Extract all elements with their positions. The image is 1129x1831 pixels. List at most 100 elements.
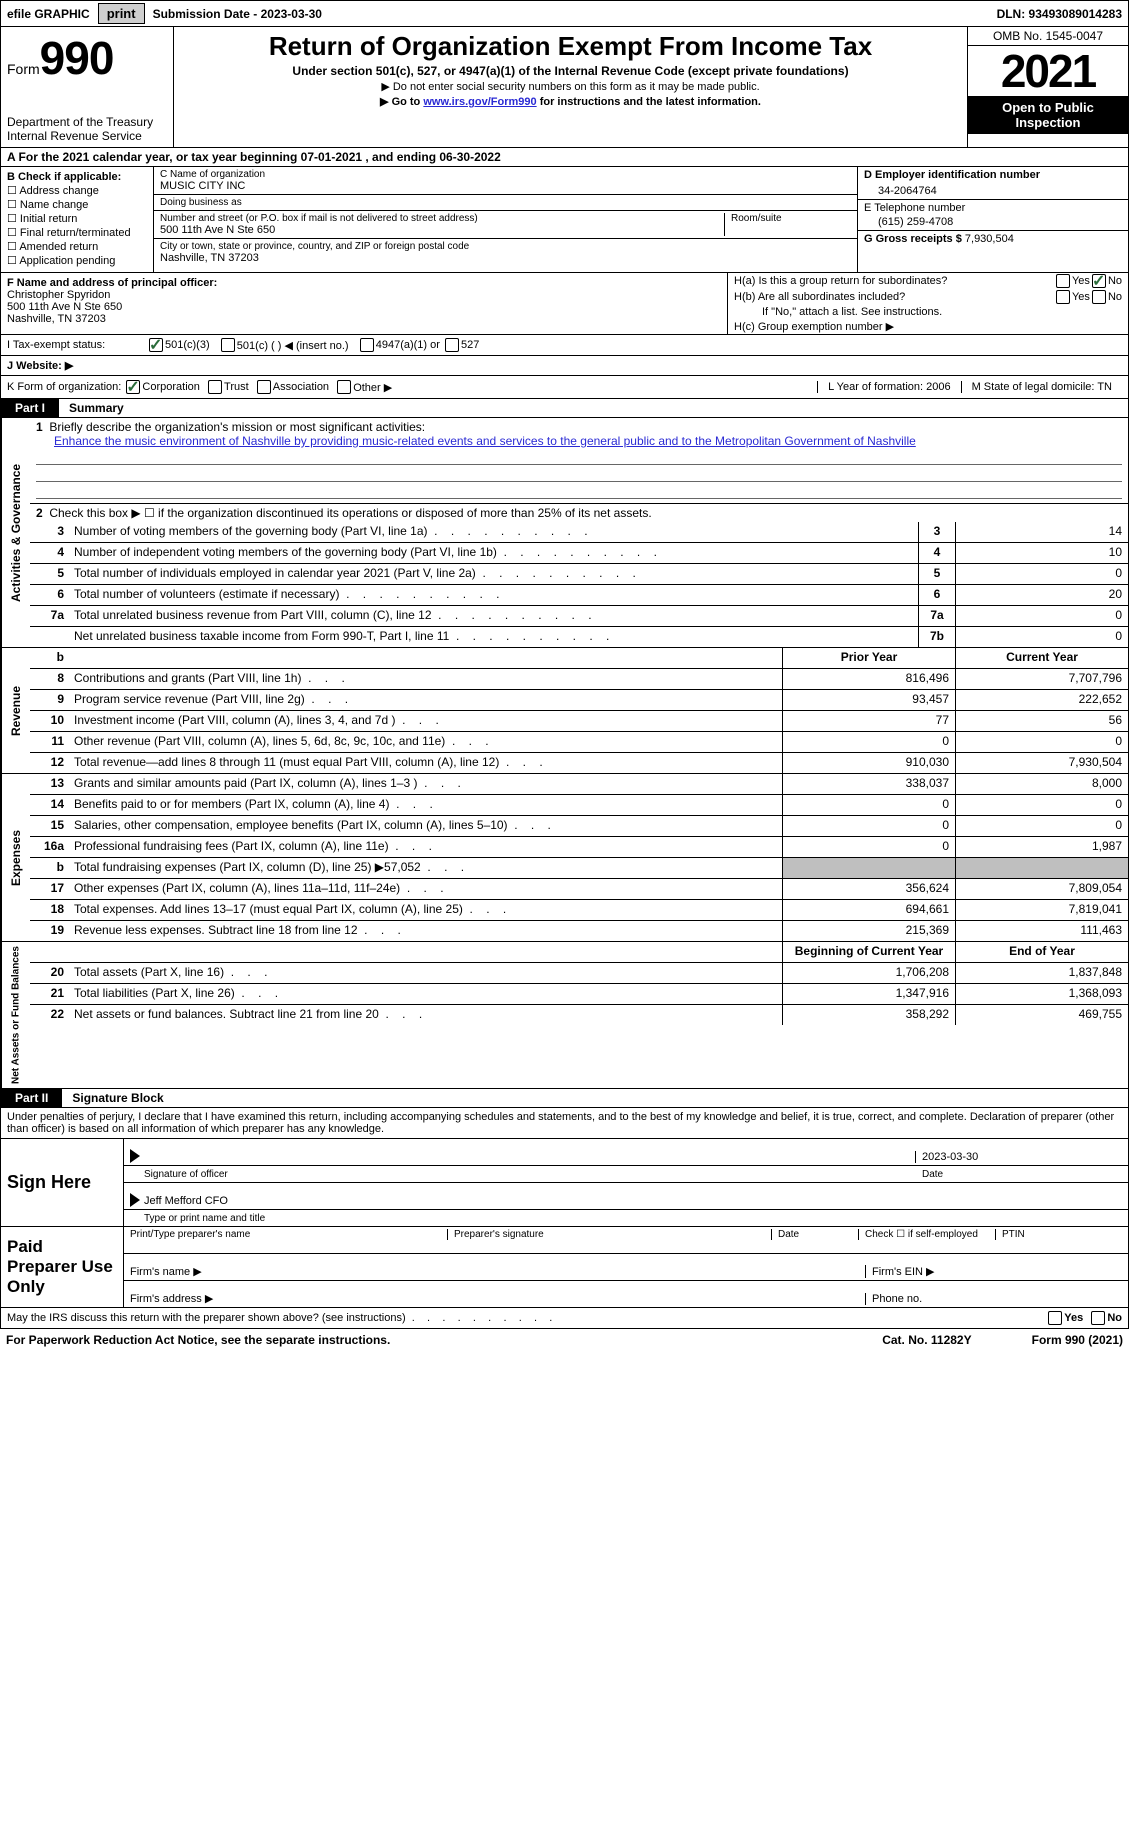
row-k: K Form of organization: Corporation Trus… — [0, 376, 1129, 399]
state-domicile: M State of legal domicile: TN — [961, 381, 1122, 393]
summary-row: 5Total number of individuals employed in… — [30, 564, 1128, 585]
summary-row: 19Revenue less expenses. Subtract line 1… — [30, 921, 1128, 941]
summary-row: 8Contributions and grants (Part VIII, li… — [30, 669, 1128, 690]
section-c: C Name of organization MUSIC CITY INC Do… — [154, 167, 857, 272]
top-bar: efile GRAPHIC print Submission Date - 20… — [0, 0, 1129, 27]
paid-preparer-section: Paid Preparer Use Only Print/Type prepar… — [0, 1227, 1129, 1308]
print-button[interactable]: print — [98, 3, 145, 24]
phone-value: (615) 259-4708 — [864, 214, 1122, 228]
penalties-text: Under penalties of perjury, I declare th… — [0, 1108, 1129, 1139]
paid-preparer-label: Paid Preparer Use Only — [1, 1227, 124, 1307]
netassets-section: Net Assets or Fund Balances Beginning of… — [0, 942, 1129, 1089]
revenue-section: Revenue b Prior Year Current Year 8Contr… — [0, 648, 1129, 774]
part2-header: Part II Signature Block — [0, 1089, 1129, 1108]
dln-label: DLN: 93493089014283 — [991, 5, 1128, 23]
summary-row: 21Total liabilities (Part X, line 26)1,3… — [30, 984, 1128, 1005]
summary-row: 16aProfessional fundraising fees (Part I… — [30, 837, 1128, 858]
chk-501c[interactable] — [221, 338, 235, 352]
page-footer: For Paperwork Reduction Act Notice, see … — [0, 1329, 1129, 1351]
chk-amended[interactable]: ☐ Amended return — [7, 240, 147, 253]
form-number: 990 — [40, 32, 114, 84]
discuss-yes[interactable] — [1048, 1311, 1062, 1325]
chk-527[interactable] — [445, 338, 459, 352]
chk-app-pending[interactable]: ☐ Application pending — [7, 254, 147, 267]
netassets-header: Beginning of Current Year End of Year — [30, 942, 1128, 963]
summary-row: 3Number of voting members of the governi… — [30, 522, 1128, 543]
chk-other[interactable] — [337, 380, 351, 394]
gross-receipts: 7,930,504 — [965, 233, 1014, 245]
hb-yes[interactable] — [1056, 290, 1070, 304]
open-inspection: Open to Public Inspection — [968, 96, 1128, 134]
summary-row: 18Total expenses. Add lines 13–17 (must … — [30, 900, 1128, 921]
summary-row: 22Net assets or fund balances. Subtract … — [30, 1005, 1128, 1025]
officer-name: Christopher Spyridon — [7, 289, 110, 301]
row-j: J Website: ▶ — [0, 356, 1129, 376]
summary-row: 20Total assets (Part X, line 16)1,706,20… — [30, 963, 1128, 984]
section-b: B Check if applicable: ☐ Address change … — [1, 167, 154, 272]
form-title: Return of Organization Exempt From Incom… — [180, 31, 961, 62]
org-name: MUSIC CITY INC — [160, 180, 851, 192]
summary-row: 9Program service revenue (Part VIII, lin… — [30, 690, 1128, 711]
summary-row: 10Investment income (Part VIII, column (… — [30, 711, 1128, 732]
vtab-activities: Activities & Governance — [1, 418, 30, 647]
room-suite: Room/suite — [724, 213, 851, 236]
ein-value: 34-2064764 — [864, 181, 1122, 197]
section-f: F Name and address of principal officer:… — [1, 273, 727, 334]
arrow-icon — [130, 1193, 140, 1207]
form-subtitle: Under section 501(c), 527, or 4947(a)(1)… — [180, 64, 961, 78]
form-prefix: Form — [7, 61, 40, 77]
summary-row: 13Grants and similar amounts paid (Part … — [30, 774, 1128, 795]
submission-date: Submission Date - 2023-03-30 — [147, 5, 328, 23]
chk-address-change[interactable]: ☐ Address change — [7, 184, 147, 197]
section-d: D Employer identification number 34-2064… — [857, 167, 1128, 272]
activities-section: Activities & Governance 1 Briefly descri… — [0, 418, 1129, 648]
may-irs-row: May the IRS discuss this return with the… — [0, 1308, 1129, 1329]
section-h: H(a) Is this a group return for subordin… — [727, 273, 1128, 334]
summary-row: 4Number of independent voting members of… — [30, 543, 1128, 564]
summary-row: 6Total number of volunteers (estimate if… — [30, 585, 1128, 606]
row-i: I Tax-exempt status: 501(c)(3) 501(c) ( … — [0, 335, 1129, 356]
section-bcd: B Check if applicable: ☐ Address change … — [0, 167, 1129, 273]
expenses-section: Expenses 13Grants and similar amounts pa… — [0, 774, 1129, 942]
vtab-expenses: Expenses — [1, 774, 30, 941]
irs-label: Internal Revenue Service — [7, 129, 167, 143]
hb-no[interactable] — [1092, 290, 1106, 304]
chk-501c3[interactable] — [149, 338, 163, 352]
arrow-icon — [130, 1149, 140, 1163]
summary-row: 11Other revenue (Part VIII, column (A), … — [30, 732, 1128, 753]
chk-final-return[interactable]: ☐ Final return/terminated — [7, 226, 147, 239]
form-header: Form990 Department of the Treasury Inter… — [0, 27, 1129, 148]
chk-corp[interactable] — [126, 380, 140, 394]
summary-row: bTotal fundraising expenses (Part IX, co… — [30, 858, 1128, 879]
header-center: Return of Organization Exempt From Incom… — [174, 27, 967, 147]
form-note2: ▶ Go to www.irs.gov/Form990 for instruct… — [180, 95, 961, 108]
mission-text[interactable]: Enhance the music environment of Nashvil… — [36, 434, 1122, 448]
dept-treasury: Department of the Treasury — [7, 115, 167, 129]
ha-no[interactable] — [1092, 274, 1106, 288]
mission-block: 1 Briefly describe the organization's mi… — [30, 418, 1128, 503]
chk-trust[interactable] — [208, 380, 222, 394]
ha-yes[interactable] — [1056, 274, 1070, 288]
irs-link[interactable]: www.irs.gov/Form990 — [423, 96, 536, 108]
dba-row: Doing business as — [154, 195, 857, 211]
efile-label: efile GRAPHIC — [1, 5, 96, 23]
revenue-header: b Prior Year Current Year — [30, 648, 1128, 669]
summary-row: 17Other expenses (Part IX, column (A), l… — [30, 879, 1128, 900]
part1-header: Part I Summary — [0, 399, 1129, 418]
vtab-netassets: Net Assets or Fund Balances — [1, 942, 30, 1088]
chk-name-change[interactable]: ☐ Name change — [7, 198, 147, 211]
form-note1: ▶ Do not enter social security numbers o… — [180, 80, 961, 93]
city-state-zip: Nashville, TN 37203 — [160, 252, 851, 264]
summary-row: 15Salaries, other compensation, employee… — [30, 816, 1128, 837]
summary-row: 12Total revenue—add lines 8 through 11 (… — [30, 753, 1128, 773]
sign-here-label: Sign Here — [1, 1139, 124, 1226]
officer-typed-name: Jeff Mefford CFO — [144, 1195, 228, 1207]
sign-here-section: Sign Here 2023-03-30 Signature of office… — [0, 1139, 1129, 1227]
vtab-revenue: Revenue — [1, 648, 30, 773]
chk-assoc[interactable] — [257, 380, 271, 394]
chk-initial-return[interactable]: ☐ Initial return — [7, 212, 147, 225]
discuss-no[interactable] — [1091, 1311, 1105, 1325]
header-right: OMB No. 1545-0047 2021 Open to Public In… — [967, 27, 1128, 147]
chk-4947[interactable] — [360, 338, 374, 352]
tax-year: 2021 — [968, 46, 1128, 96]
